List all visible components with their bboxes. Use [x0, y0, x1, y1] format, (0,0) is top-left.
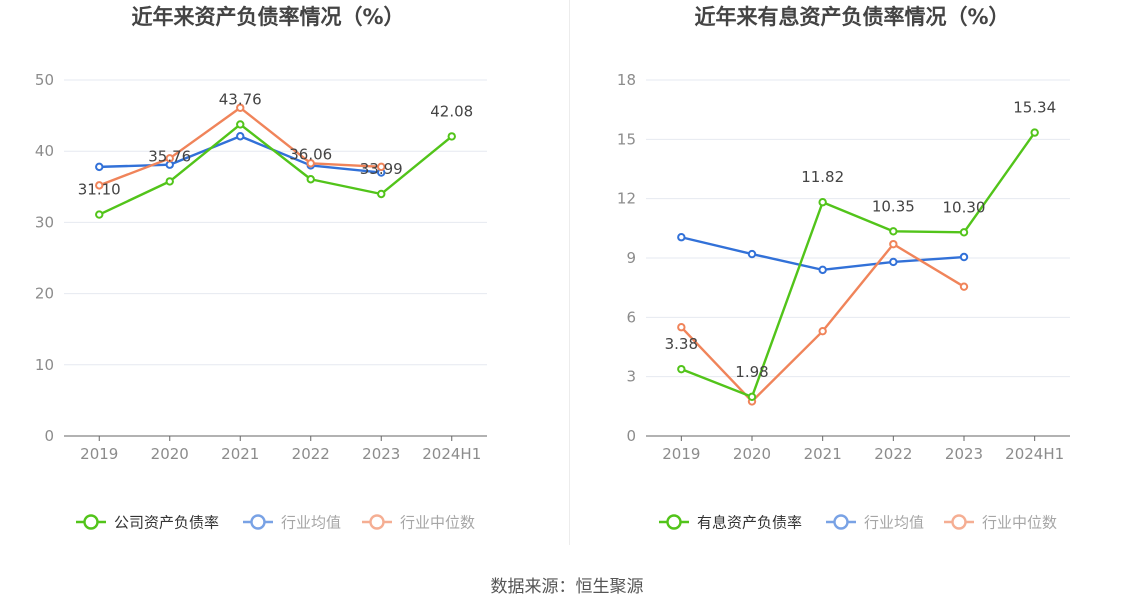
data-point-avg — [959, 252, 969, 262]
data-label: 31.10 — [78, 181, 121, 199]
y-tick-label: 9 — [626, 249, 636, 267]
data-point-median — [377, 162, 386, 172]
legend-label: 行业中位数 — [400, 514, 475, 532]
legend-item-median[interactable]: 行业中位数 — [362, 514, 475, 532]
chart-title: 近年来资产负债率情况（%） — [131, 5, 404, 29]
data-point-median — [677, 323, 686, 332]
y-tick-label: 6 — [626, 308, 636, 326]
data-point-company — [377, 189, 386, 199]
y-tick-label: 40 — [35, 142, 54, 160]
y-tick-label: 0 — [44, 427, 54, 445]
data-point-company — [95, 210, 104, 219]
data-point-company — [889, 227, 898, 236]
legend-swatch-marker — [951, 514, 967, 530]
chart-1: 近年来资产负债率情况（%） 0 10 20 30 40 50 2019 2020 2021 2022… — [35, 5, 487, 532]
chart-title: 近年来有息资产负债率情况（%） — [694, 5, 1009, 29]
legend-item-avg[interactable]: 行业均值 — [243, 514, 341, 532]
y-tick-label: 20 — [35, 285, 54, 303]
x-tick-label: 2022 — [292, 445, 330, 463]
data-point-company — [1030, 128, 1039, 137]
series-line-avg — [681, 236, 965, 272]
data-point-median — [236, 103, 245, 112]
x-tick-label: 2024H1 — [422, 445, 481, 463]
data-label: 42.08 — [430, 102, 473, 120]
y-tick-label: 10 — [35, 356, 54, 374]
data-point-avg — [236, 132, 245, 141]
data-point-median — [818, 326, 827, 336]
data-label: 10.35 — [872, 197, 915, 215]
y-tick-label: 50 — [35, 71, 54, 89]
data-label: 15.34 — [1013, 99, 1056, 117]
data-point-company — [236, 120, 245, 129]
y-tick-label: 18 — [617, 71, 636, 89]
data-point-median — [959, 282, 969, 291]
data-label: 33.99 — [360, 160, 403, 178]
legend-label: 行业均值 — [281, 514, 341, 532]
data-point-avg — [889, 257, 898, 267]
data-point-company — [447, 132, 456, 141]
y-tick-label: 30 — [35, 213, 54, 231]
data-label: 35.76 — [148, 147, 191, 165]
legend-item-median[interactable]: 行业中位数 — [944, 514, 1057, 532]
x-tick-label: 2020 — [733, 445, 771, 463]
x-tick-label: 2020 — [151, 445, 189, 463]
x-tick-label: 2019 — [80, 445, 118, 463]
legend-label: 公司资产负债率 — [114, 514, 219, 532]
data-point-median — [95, 181, 104, 190]
data-point-avg — [95, 162, 104, 172]
legend-swatch-marker — [369, 514, 385, 530]
data-point-avg — [747, 249, 757, 259]
legend-label: 行业中位数 — [982, 514, 1057, 532]
y-tick-label: 3 — [626, 368, 636, 386]
data-source: 数据来源：恒生聚源 — [490, 577, 644, 597]
chart-2: 近年来有息资产负债率情况（%） 0 3 6 9 12 15 18 2019 2020 2021 202… — [617, 5, 1070, 532]
x-tick-label: 2023 — [362, 445, 400, 463]
data-label: 3.38 — [665, 335, 698, 353]
data-label: 36.06 — [289, 145, 332, 163]
data-point-median — [165, 154, 174, 163]
data-point-avg — [677, 233, 686, 242]
series-line-avg — [99, 135, 382, 174]
x-tick-label: 2023 — [945, 445, 983, 463]
y-tick-label: 15 — [617, 130, 636, 148]
x-tick-label: 2024H1 — [1005, 445, 1064, 463]
legend-swatch-marker — [83, 514, 99, 530]
data-point-company — [677, 364, 686, 374]
data-label: 11.82 — [801, 168, 844, 186]
x-tick-label: 2019 — [662, 445, 700, 463]
series-line-company — [680, 131, 1036, 399]
x-tick-label: 2022 — [874, 445, 912, 463]
y-tick-label: 0 — [626, 427, 636, 445]
data-point-company — [818, 198, 827, 207]
x-tick-label: 2021 — [804, 445, 842, 463]
data-point-median — [889, 239, 898, 249]
legend-label: 有息资产负债率 — [697, 514, 802, 532]
series-line-company — [98, 123, 453, 216]
legend-label: 行业均值 — [864, 514, 924, 532]
legend-item-avg[interactable]: 行业均值 — [826, 514, 924, 532]
data-point-company — [306, 175, 315, 184]
legend-swatch-marker — [250, 514, 266, 530]
data-point-company — [165, 177, 174, 186]
data-point-median — [306, 159, 315, 168]
data-label: 1.98 — [735, 363, 768, 381]
x-tick-label: 2021 — [221, 445, 259, 463]
legend-swatch-marker — [833, 514, 849, 530]
legend-item-company[interactable]: 公司资产负债率 — [76, 514, 219, 532]
data-point-avg — [818, 265, 827, 275]
data-label: 43.76 — [219, 90, 262, 108]
y-tick-label: 12 — [617, 190, 636, 208]
data-label: 10.30 — [943, 198, 986, 216]
data-point-company — [959, 228, 969, 237]
data-point-company — [747, 392, 757, 402]
legend-item-company[interactable]: 有息资产负债率 — [659, 514, 802, 532]
series-line-median — [98, 106, 382, 187]
panel-divider — [569, 0, 570, 545]
legend-swatch-marker — [666, 514, 682, 530]
